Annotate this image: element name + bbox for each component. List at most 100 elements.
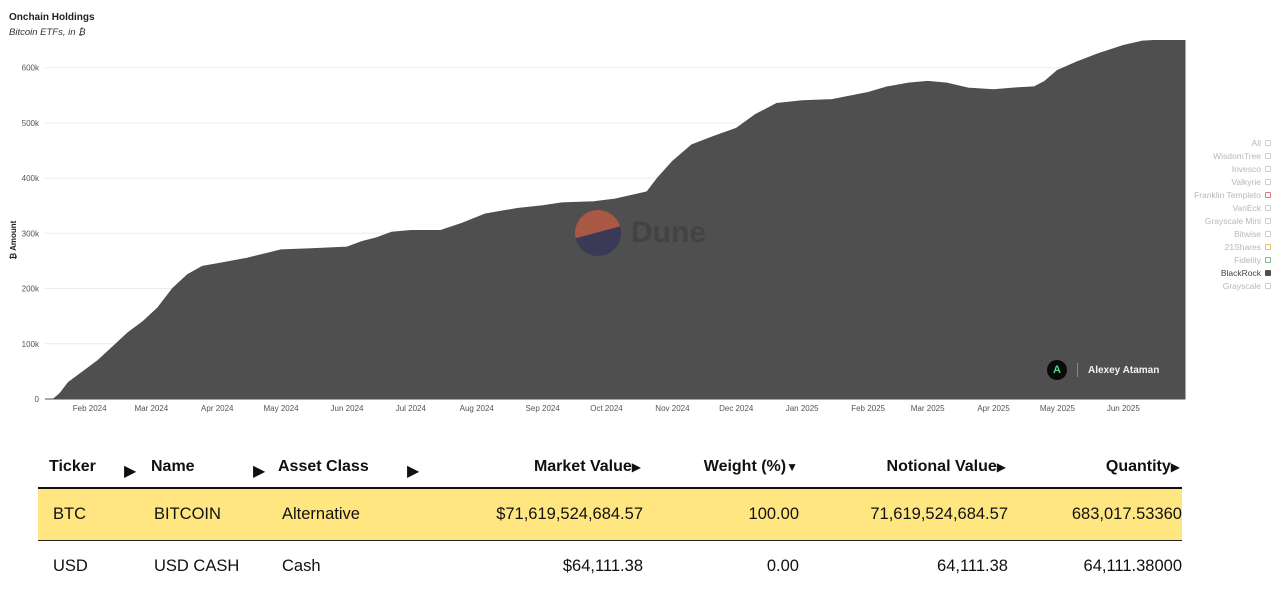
- legend-swatch-icon: [1265, 191, 1271, 198]
- y-tick-label: 600k: [22, 64, 40, 73]
- chart-title: Onchain Holdings: [9, 12, 95, 23]
- table-row[interactable]: USD USD CASH Cash $64,111.38 0.00 64,111…: [38, 541, 1182, 593]
- table-row[interactable]: BTC BITCOIN Alternative $71,619,524,684.…: [38, 489, 1182, 541]
- column-header-asset-class[interactable]: Asset Class: [278, 458, 369, 475]
- x-tick-label: May 2025: [1040, 404, 1076, 413]
- sort-arrow-icon[interactable]: ▶: [253, 463, 266, 480]
- legend-label: Grayscale Mini: [1204, 215, 1261, 226]
- column-header-name[interactable]: Name: [151, 458, 195, 475]
- cell-notional-value: 64,111.38: [937, 557, 1008, 575]
- legend-label: WisdomTree: [1213, 150, 1261, 161]
- cell-asset-class: Alternative: [282, 505, 360, 523]
- legend-swatch-icon: [1265, 256, 1271, 263]
- watermark-text: Dune: [631, 216, 706, 249]
- column-header-ticker[interactable]: Ticker: [49, 458, 96, 475]
- legend-swatch-icon: [1265, 243, 1271, 250]
- x-tick-label: Apr 2024: [201, 404, 234, 413]
- x-tick-label: Sep 2024: [526, 404, 561, 413]
- legend-swatch-icon: [1265, 217, 1271, 224]
- legend-swatch-icon: [1265, 139, 1271, 146]
- author-badge: A Alexey Ataman: [1047, 360, 1159, 380]
- y-axis: 0 100k 200k 300k 400k 500k 600k: [22, 64, 40, 404]
- y-tick-label: 100k: [22, 340, 40, 349]
- y-axis-title: ₿ Amount: [9, 220, 18, 259]
- legend-swatch-icon: [1265, 230, 1271, 237]
- cell-weight: 100.00: [748, 505, 799, 523]
- dune-logo-icon: [575, 210, 621, 256]
- column-header-notional-value[interactable]: Notional Value▶: [886, 458, 1006, 475]
- legend-label: Bitwise: [1234, 228, 1261, 239]
- legend-label: VanEck: [1232, 202, 1261, 213]
- legend-item[interactable]: Grayscale: [1151, 279, 1271, 292]
- x-tick-label: Jul 2024: [396, 404, 427, 413]
- legend-label: 21Shares: [1224, 241, 1261, 252]
- legend-item[interactable]: WisdomTree: [1151, 149, 1271, 162]
- column-header-quantity[interactable]: Quantity▶: [1105, 458, 1180, 475]
- legend-item[interactable]: All: [1151, 136, 1271, 149]
- legend-label: All: [1251, 137, 1261, 148]
- cell-ticker: BTC: [53, 505, 86, 523]
- x-tick-label: May 2024: [264, 404, 300, 413]
- author-name: Alexey Ataman: [1088, 364, 1160, 376]
- legend-swatch-icon: [1265, 269, 1271, 276]
- y-tick-label: 0: [35, 395, 40, 404]
- legend-swatch-icon: [1265, 165, 1271, 172]
- sort-arrow-icon[interactable]: ▶: [1170, 460, 1180, 474]
- x-tick-label: Feb 2024: [73, 404, 107, 413]
- x-tick-label: Jun 2024: [331, 404, 364, 413]
- cell-market-value: $71,619,524,684.57: [496, 505, 643, 523]
- legend-item[interactable]: Valkyrie: [1151, 175, 1271, 188]
- legend-item[interactable]: VanEck: [1151, 201, 1271, 214]
- table-header-row: Ticker ▶ Name ▶ Asset Class ▶ Market Val…: [38, 448, 1182, 489]
- holdings-table: Ticker ▶ Name ▶ Asset Class ▶ Market Val…: [38, 448, 1182, 593]
- sort-arrow-icon[interactable]: ▶: [407, 463, 420, 480]
- cell-name: USD CASH: [154, 557, 240, 575]
- legend-label: Fidelity: [1234, 254, 1261, 265]
- cell-quantity: 64,111.38000: [1083, 557, 1182, 575]
- legend-item[interactable]: Franklin Templeto: [1151, 188, 1271, 201]
- cell-quantity: 683,017.53360: [1071, 505, 1182, 523]
- legend-swatch-icon: [1265, 152, 1271, 159]
- cell-notional-value: 71,619,524,684.57: [870, 505, 1008, 523]
- sort-arrow-icon[interactable]: ▶: [124, 463, 137, 480]
- legend-swatch-icon: [1265, 178, 1271, 185]
- y-tick-label: 500k: [22, 119, 40, 128]
- legend-item[interactable]: Fidelity: [1151, 253, 1271, 266]
- cell-ticker: USD: [53, 557, 88, 575]
- legend-swatch-icon: [1265, 204, 1271, 211]
- column-header-market-value[interactable]: Market Value▶: [533, 458, 641, 475]
- legend-swatch-icon: [1265, 282, 1271, 289]
- y-tick-label: 300k: [22, 229, 40, 238]
- legend-label: Franklin Templeto: [1194, 189, 1261, 200]
- legend-item[interactable]: Bitwise: [1151, 227, 1271, 240]
- author-divider: [1077, 363, 1078, 377]
- cell-weight: 0.00: [766, 557, 799, 575]
- legend-label: Invesco: [1231, 163, 1261, 174]
- chart-subtitle: Bitcoin ETFs, in ₿: [9, 27, 86, 38]
- legend-item[interactable]: 21Shares: [1151, 240, 1271, 253]
- x-tick-label: Feb 2025: [851, 404, 885, 413]
- x-tick-label: Nov 2024: [655, 404, 690, 413]
- x-axis: Feb 2024 Mar 2024 Apr 2024 May 2024 Jun 2024…: [73, 404, 1141, 413]
- cell-name: BITCOIN: [154, 505, 221, 523]
- legend-label: BlackRock: [1220, 267, 1261, 278]
- author-logo-icon: A: [1047, 360, 1067, 380]
- legend-item[interactable]: BlackRock: [1151, 266, 1271, 279]
- cell-asset-class: Cash: [282, 557, 321, 575]
- x-tick-label: Oct 2024: [590, 404, 623, 413]
- sort-arrow-icon[interactable]: ▶: [996, 460, 1006, 474]
- sort-arrow-icon[interactable]: ▼: [786, 460, 798, 474]
- legend-item[interactable]: Grayscale Mini: [1151, 214, 1271, 227]
- x-tick-label: Dec 2024: [719, 404, 754, 413]
- legend-label: Grayscale: [1222, 280, 1261, 291]
- sort-arrow-icon[interactable]: ▶: [631, 460, 641, 474]
- chart-legend: All WisdomTree Invesco Valkyrie Franklin Tem…: [1151, 136, 1271, 292]
- legend-label: Valkyrie: [1231, 176, 1261, 187]
- x-tick-label: Jun 2025: [1107, 404, 1140, 413]
- cell-market-value: $64,111.38: [562, 557, 643, 575]
- x-tick-label: Mar 2025: [911, 404, 945, 413]
- column-header-weight[interactable]: Weight (%)▼: [703, 458, 798, 475]
- y-tick-label: 200k: [22, 285, 40, 294]
- legend-item[interactable]: Invesco: [1151, 162, 1271, 175]
- dune-watermark: Dune: [575, 210, 706, 256]
